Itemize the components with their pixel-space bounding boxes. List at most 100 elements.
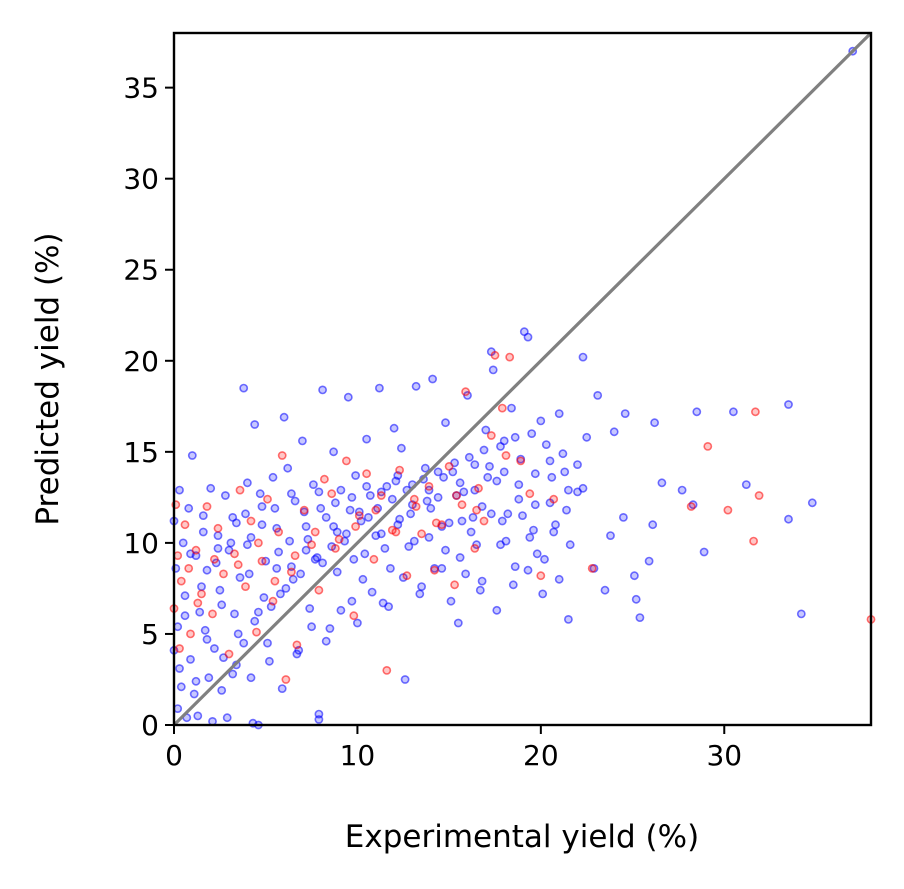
scatter-point-s0-195: [529, 525, 538, 535]
scatter-point-s0-205: [274, 547, 283, 557]
scatter-point-s1-40: [327, 489, 337, 499]
scatter-point-s0-123: [209, 644, 219, 653]
scatter-point-s0-102: [283, 463, 293, 473]
scatter-point-s1-73: [193, 598, 203, 608]
scatter-point-s0-235: [330, 498, 340, 508]
scatter-point-s0-213: [395, 514, 404, 524]
scatter-point-s0-127: [195, 607, 205, 617]
scatter-point-s0-10: [699, 547, 709, 557]
scatter-point-s0-95: [308, 480, 318, 489]
x-tick-label-0: 0: [165, 739, 183, 772]
scatter-point-s0-107: [264, 656, 274, 666]
scatter-point-s1-51: [263, 494, 272, 504]
scatter-point-s0-45: [492, 476, 502, 486]
scatter-point-s0-221: [518, 511, 527, 520]
scatter-point-s0-7: [692, 407, 702, 417]
scatter-point-s1-61: [208, 609, 217, 619]
scatter-point-s0-30: [554, 409, 564, 418]
scatter-point-s0-229: [242, 540, 252, 550]
scatter-point-s0-169: [527, 429, 537, 438]
scatter-point-s0-23: [593, 390, 603, 400]
scatter-point-s0-167: [496, 441, 505, 451]
scatter-point-s0-97: [301, 522, 311, 531]
scatter-point-s0-106: [268, 472, 278, 482]
scatter-point-s0-63: [424, 533, 434, 542]
scatter-point-s0-54: [459, 487, 469, 497]
scatter-point-s1-53: [252, 627, 261, 637]
scatter-point-s1-62: [202, 502, 212, 511]
scatter-point-s0-83: [347, 596, 357, 606]
x-axis-title: Experimental yield (%): [345, 819, 699, 855]
scatter-point-s1-85: [431, 518, 441, 528]
scatter-point-s0-232: [286, 489, 296, 499]
y-tick-label-5: 5: [141, 618, 159, 651]
scatter-point-s0-181: [314, 487, 324, 497]
scatter-point-s1-47: [281, 675, 291, 684]
scatter-point-s0-126: [198, 511, 208, 520]
scatter-point-s0-171: [558, 449, 568, 459]
scatter-point-s0-66: [411, 381, 421, 391]
scatter-point-s0-254: [217, 686, 227, 695]
scatter-point-s0-42: [503, 509, 513, 519]
scatter-point-s0-76: [374, 383, 384, 393]
scatter-point-s0-176: [241, 509, 250, 519]
scatter-point-s1-35: [362, 469, 371, 479]
scatter-point-s1-71: [175, 644, 184, 653]
scatter-point-s0-272: [492, 605, 502, 615]
scatter-point-s0-39: [514, 480, 524, 489]
scatter-point-s1-27: [417, 529, 426, 539]
scatter-point-s0-11: [657, 478, 667, 488]
scatter-point-s1-45: [292, 640, 302, 650]
scatter-point-s0-59: [441, 418, 450, 428]
scatter-point-s0-52: [466, 527, 476, 537]
scatter-point-s0-64: [420, 463, 430, 473]
scatter-point-s0-147: [189, 689, 199, 699]
scatter-point-s1-59: [219, 569, 228, 579]
scatter-point-s0-134: [176, 682, 186, 692]
scatter-point-s0-210: [349, 554, 359, 564]
scatter-point-s0-73: [385, 564, 395, 573]
scatter-point-s1-79: [310, 527, 320, 537]
scatter-point-s0-115: [239, 638, 249, 648]
scatter-point-s0-72: [389, 423, 399, 433]
scatter-point-s0-193: [497, 516, 507, 526]
scatter-point-s0-237: [362, 481, 371, 491]
scatter-point-s0-187: [406, 509, 415, 519]
scatter-point-s0-258: [277, 684, 287, 693]
scatter-point-s0-31: [551, 520, 560, 530]
scatter-point-s1-49: [274, 527, 283, 537]
scatter-point-s0-62: [428, 374, 437, 384]
scatter-point-s0-269: [446, 596, 456, 606]
scatter-point-s0-110: [253, 607, 263, 617]
scatter-point-s0-253: [202, 635, 212, 644]
scatter-point-s1-48: [277, 451, 287, 460]
scatter-point-s0-82: [351, 471, 360, 480]
scatter-point-s0-8: [677, 485, 687, 495]
scatter-point-s1-58: [224, 649, 234, 659]
scatter-point-s0-6: [729, 407, 738, 417]
scatter-point-s0-98: [297, 436, 307, 446]
scatter-point-s1-67: [176, 576, 186, 586]
scatter-point-s1-32: [382, 666, 392, 675]
scatter-point-s1-14: [497, 403, 507, 413]
scatter-point-s1-25: [430, 565, 439, 575]
scatter-point-s0-46: [488, 365, 498, 375]
scatter-point-s1-74: [209, 554, 219, 564]
x-tick-label-10: 10: [340, 739, 376, 772]
scatter-point-s0-231: [272, 564, 282, 573]
scatter-point-s0-56: [453, 618, 463, 628]
scatter-point-s1-8: [549, 494, 559, 504]
scatter-point-s0-275: [538, 589, 548, 599]
scatter-point-s0-34: [536, 416, 546, 426]
scatter-point-s0-236: [347, 492, 357, 502]
scatter-point-s1-17: [479, 516, 489, 526]
scatter-point-s0-16: [631, 594, 641, 604]
scatter-point-s0-65: [417, 582, 426, 591]
scatter-point-s0-1: [784, 400, 793, 409]
scatter-point-s1-12: [505, 352, 515, 362]
scatter-point-s0-87: [332, 567, 342, 577]
scatter-point-s1-55: [241, 582, 250, 591]
ticks-layer: 0 10 20 30 0 5 10 15 20 25 30 35: [123, 72, 742, 772]
scatter-point-s1-28: [409, 494, 419, 504]
scatter-point-s1-77: [270, 576, 280, 586]
